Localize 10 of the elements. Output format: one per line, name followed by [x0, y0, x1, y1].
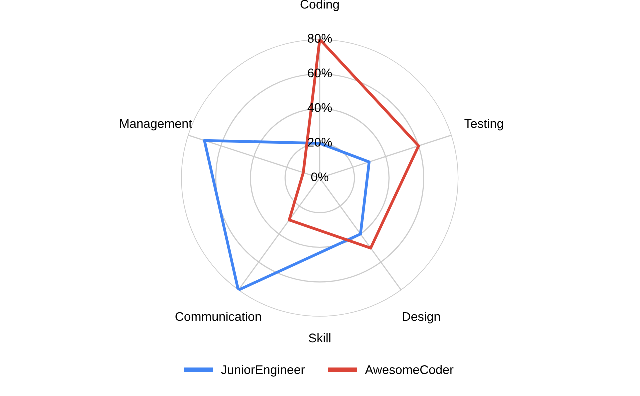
y-tick-label: 80% [308, 34, 332, 43]
legend-label: JuniorEngineer [221, 365, 305, 377]
spoke-label: Design [403, 312, 440, 324]
text: Skill [309, 333, 331, 343]
spoke-label: Testing [464, 119, 504, 131]
spoke-label: Communication [176, 312, 262, 322]
spoke-label: Coding [300, 0, 339, 12]
legend-label: AwesomeCoder [365, 365, 454, 374]
spoke-label: Management [120, 119, 192, 131]
y-tick-label: 0% [311, 172, 329, 182]
